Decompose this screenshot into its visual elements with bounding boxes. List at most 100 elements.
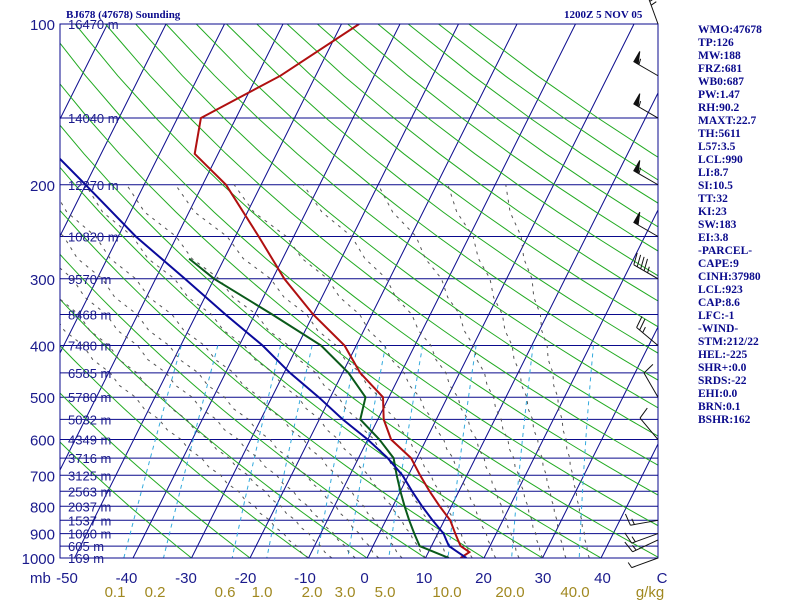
stat-stm: STM:212/22 xyxy=(698,336,759,348)
mixing-ratio-line xyxy=(447,345,477,558)
stat-tp: TP:126 xyxy=(698,37,734,49)
dry-adiabat-line xyxy=(347,24,658,252)
mixing-ratio-label: 3.0 xyxy=(335,584,356,600)
dry-adiabat-line xyxy=(60,298,368,558)
mixing-ratio-label: 40.0 xyxy=(560,584,589,600)
temperature-tick-label: 20 xyxy=(475,570,492,587)
stat-bshr: BSHR:162 xyxy=(698,414,751,426)
temperature-profile-line xyxy=(193,24,472,558)
moist-adiabat-line xyxy=(60,267,356,558)
height-label: 605 m xyxy=(68,539,104,554)
height-label: 2037 m xyxy=(68,499,111,514)
stat-wind-header: -WIND- xyxy=(698,323,739,335)
height-label: 169 m xyxy=(68,551,104,566)
height-label: 10820 m xyxy=(68,229,119,244)
height-label: 8468 m xyxy=(68,308,111,323)
mixing-ratio-label: 1.0 xyxy=(252,584,273,600)
moist-adiabat-line xyxy=(60,232,380,558)
stat-cinh: CINH:37980 xyxy=(698,271,761,283)
chart-title: BJ678 (47678) Sounding xyxy=(66,9,181,21)
isotherm-line xyxy=(74,24,342,558)
dry-adiabat-line xyxy=(60,392,251,558)
stat-ei: EI:3.8 xyxy=(698,232,729,244)
axis-unit-label: mb xyxy=(30,570,51,587)
isotherm-line xyxy=(542,325,658,558)
dry-adiabat-line xyxy=(317,24,658,277)
stat-cape: CAPE:9 xyxy=(698,258,739,270)
dry-adiabat-line xyxy=(256,24,658,328)
mixing-ratio-line xyxy=(266,345,313,558)
isotherm-line xyxy=(60,24,167,238)
dry-adiabat-line xyxy=(60,253,426,558)
height-label: 9570 m xyxy=(68,272,111,287)
isotherm-line xyxy=(249,24,518,558)
parcel-profile-line xyxy=(60,157,467,558)
stat-wb0: WB0:687 xyxy=(698,76,744,88)
wind-barb xyxy=(636,316,659,346)
stat-rh: RH:90.2 xyxy=(698,102,740,114)
temperature-tick-label: -20 xyxy=(235,570,257,587)
temperature-tick-label: -30 xyxy=(175,570,197,587)
plot-frame xyxy=(59,23,659,559)
moist-adiabat-line xyxy=(505,184,590,558)
wind-barb xyxy=(624,513,659,526)
stat-brn: BRN:0.1 xyxy=(698,401,741,413)
pressure-tick-label: 300 xyxy=(30,272,55,289)
isotherm-line xyxy=(132,24,401,558)
height-label: 1537 m xyxy=(68,513,111,528)
height-label: 16470 m xyxy=(68,17,119,32)
stat-sw: SW:183 xyxy=(698,219,737,231)
height-label: 1060 m xyxy=(68,527,111,542)
mixing-ratio-label: 0.1 xyxy=(105,584,126,600)
isotherm-line xyxy=(60,24,225,355)
wind-barb xyxy=(633,51,659,77)
wind-barb xyxy=(624,532,659,544)
stat-frz: FRZ:681 xyxy=(698,63,743,75)
dry-adiabat-line xyxy=(286,24,658,302)
mixing-ratio-label: 0.6 xyxy=(215,584,236,600)
stat-wmo: WMO:47678 xyxy=(698,24,762,36)
isotherm-line xyxy=(483,208,658,558)
pressure-tick-label: 200 xyxy=(30,178,55,195)
pressure-tick-label: 400 xyxy=(30,339,55,356)
stat-si: SI:10.5 xyxy=(698,180,733,192)
mixing-ratio-line xyxy=(163,345,219,558)
stat-li: LI:8.7 xyxy=(698,167,729,179)
dry-adiabat-line xyxy=(105,24,658,466)
chart-time: 1200Z 5 NOV 05 xyxy=(564,9,643,21)
mixing-ratio-line xyxy=(388,345,424,558)
mixing-ratio-line xyxy=(511,345,534,558)
stat-shr: SHR+:0.0 xyxy=(698,362,747,374)
stat-lfc: LFC:-1 xyxy=(698,310,735,322)
isotherm-line xyxy=(600,442,658,558)
stat-maxt: MAXT:22.7 xyxy=(698,115,757,127)
mixing-ratio-label: 10.0 xyxy=(432,584,461,600)
pressure-tick-label: 100 xyxy=(30,17,55,34)
wind-barb xyxy=(627,557,659,569)
dry-adiabat-line xyxy=(60,344,309,558)
stat-cap: CAP:8.6 xyxy=(698,297,740,309)
stat-parcel-lcl: LCL:923 xyxy=(698,284,743,296)
temperature-tick-label: -50 xyxy=(56,570,78,587)
mixing-ratio-label: 2.0 xyxy=(302,584,323,600)
temperature-tick-label: -40 xyxy=(116,570,138,587)
wind-barb xyxy=(633,160,659,186)
temperature-tick-label: 0 xyxy=(360,570,368,587)
mixing-ratio-label: 5.0 xyxy=(375,584,396,600)
stat-l57: L57:3.5 xyxy=(698,141,736,153)
wind-barb xyxy=(639,407,659,440)
stat-tt: TT:32 xyxy=(698,193,728,205)
mixing-ratio-line xyxy=(578,345,594,558)
dry-adiabat-line xyxy=(195,24,658,381)
temperature-tick-label: 30 xyxy=(535,570,552,587)
height-label: 5780 m xyxy=(68,390,111,405)
stat-pw: PW:1.47 xyxy=(698,89,740,101)
height-label: 6585 m xyxy=(68,366,111,381)
mixing-ratio-label: 0.2 xyxy=(145,584,166,600)
temperature-tick-label: 40 xyxy=(594,570,611,587)
stats-panel: WMO:47678 TP:126 MW:188 FRZ:681 WB0:687 … xyxy=(698,24,798,427)
moist-adiabat-line xyxy=(60,199,403,558)
wind-barb xyxy=(633,211,659,237)
wind-barb xyxy=(633,252,659,280)
moist-adiabat-line xyxy=(60,322,309,558)
